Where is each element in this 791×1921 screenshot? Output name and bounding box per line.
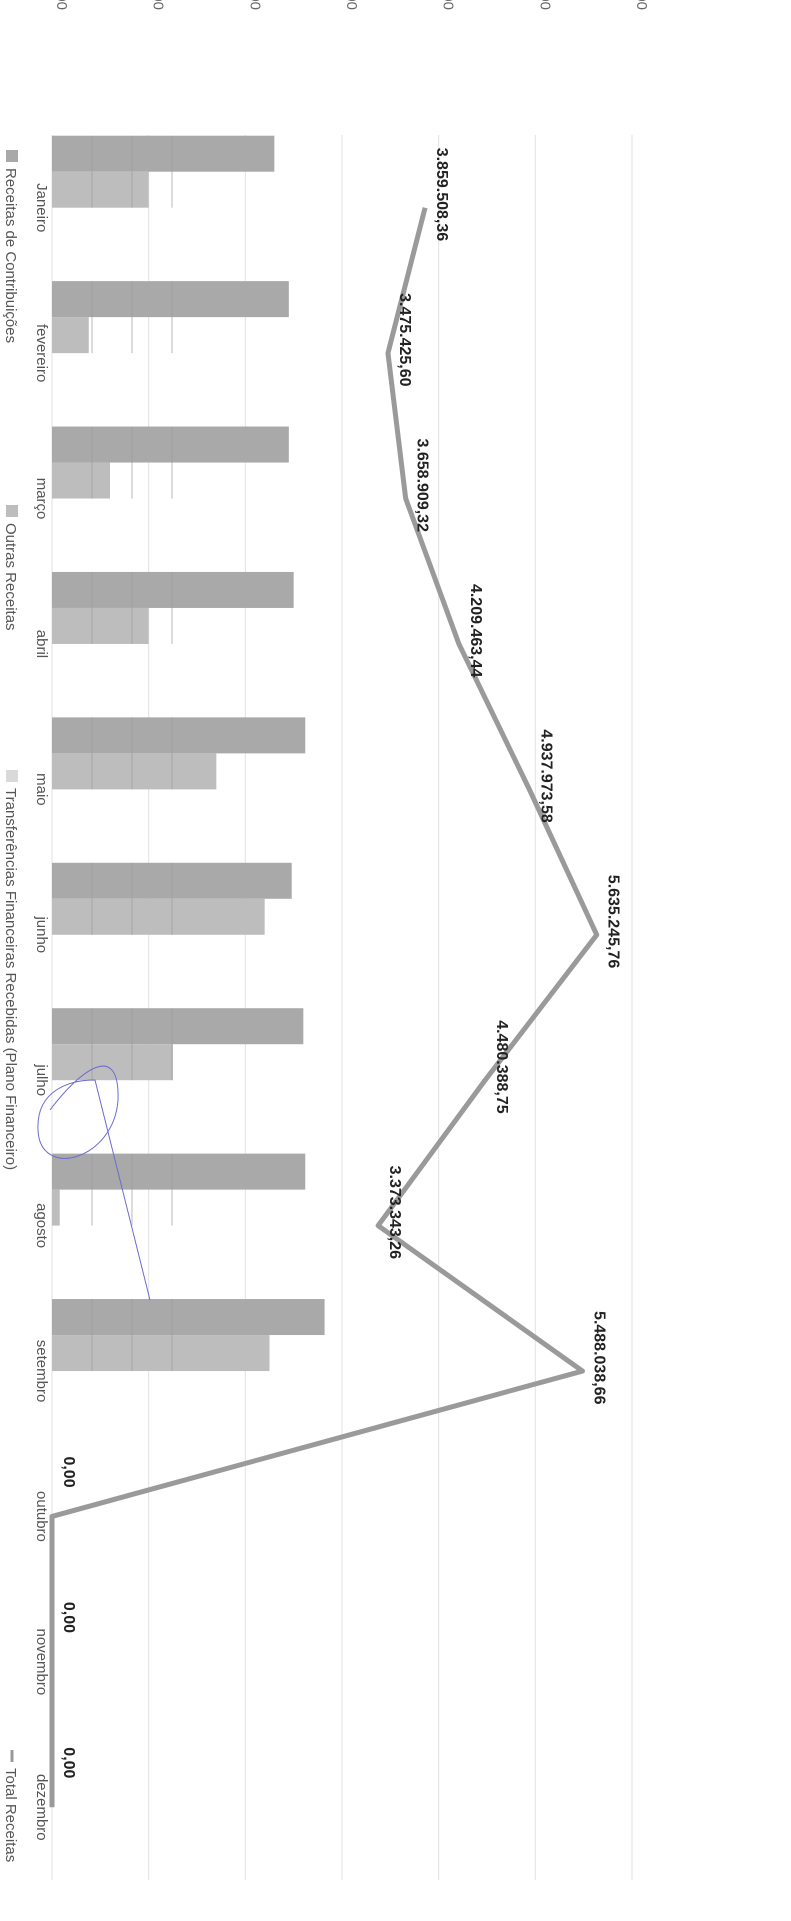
- data-label: 3.658.909,32: [414, 439, 431, 533]
- bar-1: [52, 135, 275, 172]
- x-tick-label: agosto: [33, 1203, 50, 1248]
- bar-2: [52, 317, 89, 354]
- bar-2: [52, 1189, 60, 1226]
- data-label: 3.859.508,36: [433, 148, 450, 242]
- legend-label: Total Receitas: [2, 1768, 19, 1862]
- legend-label: Receitas de Contribuições: [2, 168, 19, 343]
- data-label: 0,00: [60, 1747, 77, 1778]
- legend-label: Outras Receitas: [2, 523, 19, 631]
- data-label: 4.937.973,58: [537, 729, 554, 823]
- data-label: 4.480.388,75: [493, 1020, 510, 1114]
- y-tick-label: 3.000.000,00: [343, 0, 360, 10]
- y-tick-label: 1.000.000,00: [150, 0, 167, 10]
- y-tick-label: 2.000.000,00: [246, 0, 263, 10]
- total-line: [49, 207, 600, 1808]
- y-axis-ticks: 0,00 1.000.000,00 2.000.000,00 3.000.000,00…: [53, 0, 650, 10]
- bars: [52, 135, 325, 1372]
- legend-label: Transferências Financeiras Recebidas (Pl…: [2, 788, 19, 1170]
- legend-swatch: [6, 505, 18, 517]
- bar-1: [52, 862, 292, 899]
- data-label: 4.209.463,44: [467, 584, 484, 678]
- bar-2: [52, 753, 217, 790]
- x-tick-label: março: [33, 478, 50, 520]
- y-tick-label: 6.000.000,00: [633, 0, 650, 10]
- signature-scribble: [37, 1065, 151, 1301]
- bar-2: [52, 171, 149, 208]
- data-labels: 3.859.508,36 3.475.425,60 3.658.909,32 4.20…: [60, 148, 622, 1779]
- signature-scribble-path: [37, 1065, 151, 1301]
- bar-2: [52, 898, 265, 935]
- bar-1: [52, 281, 289, 318]
- bar-1: [52, 1299, 325, 1336]
- data-label: 0,00: [60, 1602, 77, 1633]
- x-tick-label: dezembro: [33, 1774, 50, 1841]
- bar-1: [52, 426, 289, 463]
- data-label: 0,00: [60, 1456, 77, 1487]
- x-tick-label: maio: [33, 773, 50, 806]
- bar-1: [52, 571, 294, 608]
- x-tick-label: fevereiro: [33, 324, 50, 382]
- data-label: 3.373.343,26: [386, 1166, 403, 1260]
- x-tick-label: julho: [33, 1063, 50, 1096]
- bar-1: [52, 1008, 304, 1045]
- bar-1: [52, 1153, 306, 1190]
- x-tick-label: novembro: [33, 1629, 50, 1696]
- data-label: 3.475.425,60: [396, 293, 413, 387]
- bar-1: [52, 717, 306, 754]
- x-tick-label: Janeiro: [33, 183, 50, 232]
- gridlines: [51, 135, 633, 1880]
- x-tick-label: abril: [33, 630, 50, 658]
- x-tick-label: junho: [33, 915, 50, 953]
- bar-2: [52, 462, 110, 499]
- legend-swatch: [6, 770, 18, 782]
- total-line-path: [49, 207, 600, 1808]
- data-label: 5.488.038,66: [591, 1311, 608, 1405]
- bar-2: [52, 1044, 173, 1081]
- bar-2: [52, 607, 149, 644]
- data-label: 5.635.245,76: [605, 875, 622, 969]
- x-tick-label: outubro: [33, 1491, 50, 1542]
- y-tick-label: 0,00: [53, 0, 70, 10]
- bar-2: [52, 1335, 270, 1372]
- y-tick-label: 4.000.000,00: [440, 0, 457, 10]
- x-axis-ticks: Janeiro fevereiro março abril maio junho julho…: [33, 183, 50, 1841]
- legend: Receitas de Contribuições Outras Receitas…: [2, 150, 19, 1862]
- x-tick-label: setembro: [33, 1340, 50, 1403]
- y-tick-label: 5.000.000,00: [536, 0, 553, 10]
- legend-swatch: [6, 150, 18, 162]
